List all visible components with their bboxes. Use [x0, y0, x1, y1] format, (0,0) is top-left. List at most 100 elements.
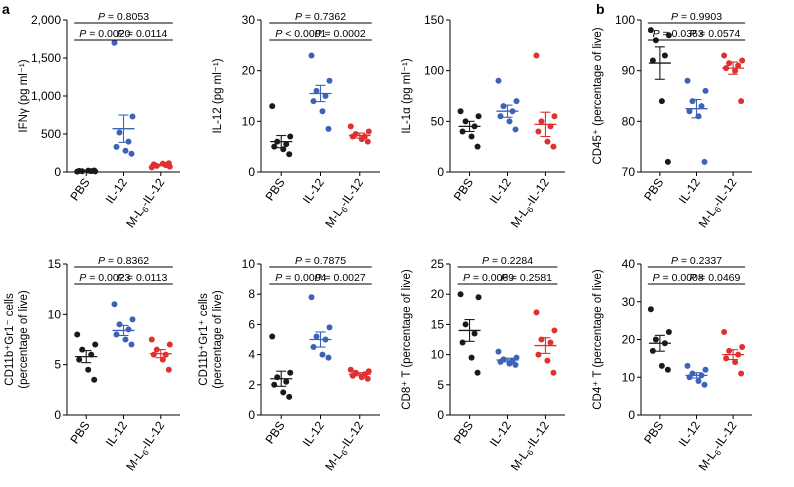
data-point [310, 98, 317, 105]
y-tick-label: 4 [248, 348, 255, 362]
y-tick-label: 1,500 [31, 51, 61, 65]
p-value-label: P = 0.0069 [463, 272, 514, 284]
y-axis-label: CD8⁺ T (percentage of live) [401, 269, 413, 410]
panel-label-a: a [2, 1, 10, 17]
data-point [739, 344, 746, 351]
x-tick-label: PBS [262, 176, 287, 204]
data-point [283, 378, 290, 385]
y-tick-label: 0 [437, 408, 444, 422]
data-point [533, 309, 540, 316]
chart-panel-5: 0 2 4 6 8 10 CD11b⁺Gr1⁺ cells (percentage of li… [198, 255, 380, 474]
data-point [287, 369, 294, 376]
data-point [283, 141, 290, 148]
data-point [506, 118, 513, 125]
data-point [326, 324, 333, 331]
data-point [726, 60, 733, 67]
data-point [365, 128, 372, 135]
x-tick-label: M-L6-IL-12 [322, 418, 368, 474]
data-point [658, 98, 665, 105]
y-tick-label: 20 [242, 64, 256, 78]
p-value-label: P = 0.2581 [501, 272, 552, 284]
data-point [322, 93, 329, 99]
data-point [684, 77, 691, 84]
data-point [310, 344, 317, 351]
data-point [165, 366, 172, 373]
p-value-label: P = 0.0027 [315, 272, 366, 284]
data-point [665, 328, 672, 335]
data-point [286, 151, 293, 158]
data-point [544, 357, 551, 364]
p-value-label: P = 0.0020 [79, 28, 130, 40]
data-point [111, 39, 118, 46]
y-tick-label: 2 [248, 378, 255, 392]
data-point [280, 389, 287, 396]
data-point [150, 351, 157, 358]
x-tick-label: PBS [451, 419, 476, 447]
x-tick-label: PBS [67, 176, 92, 204]
data-point [495, 348, 502, 355]
data-point [325, 125, 332, 132]
data-point [649, 57, 656, 64]
y-axis-label: CD11b⁺Gr1⁺ cells [198, 293, 210, 386]
y-axis-label: CD4⁺ T (percentage of live) [592, 269, 604, 410]
data-point [652, 336, 659, 343]
data-point [661, 52, 668, 59]
data-point [544, 138, 551, 145]
y-tick-label: 10 [622, 370, 636, 384]
data-point [665, 32, 672, 39]
data-point [128, 341, 135, 348]
data-point [166, 341, 173, 348]
y-tick-label: 5 [437, 378, 444, 392]
data-point [129, 113, 136, 120]
x-tick-label: M-L6-IL-12 [322, 175, 368, 231]
p-value-label: P = 0.0004 [275, 272, 326, 284]
p-value-label: P < 0.0001 [275, 28, 326, 40]
chart-panel-1: 0 10 20 30 IL-12 (pg ml⁻¹) PBS IL-12M-L6-IL-12… [212, 11, 380, 231]
y-tick-label: 0 [248, 165, 255, 179]
data-point [647, 306, 654, 313]
x-tick-label: IL-12 [103, 175, 130, 206]
data-point [647, 27, 654, 34]
y-tick-label: 100 [615, 13, 635, 27]
data-point [150, 161, 157, 168]
x-tick-label: IL-12 [676, 418, 703, 449]
data-point [116, 129, 123, 136]
p-value-label: P = 0.0008 [653, 272, 704, 284]
p-value-label: P = 0.0469 [689, 272, 740, 284]
data-point [271, 143, 278, 150]
data-point [721, 328, 728, 335]
data-point [475, 294, 482, 301]
y-axis-label: IL-12 (pg ml⁻¹) [212, 58, 224, 133]
data-point [125, 326, 132, 333]
data-point [533, 52, 540, 59]
y-tick-label: 20 [431, 287, 445, 301]
data-point [664, 366, 671, 373]
x-tick-label: PBS [641, 419, 666, 447]
data-point [308, 294, 315, 301]
y-tick-label: 0 [54, 165, 61, 179]
y-tick-label: 25 [431, 257, 445, 271]
data-point [364, 138, 371, 145]
x-tick-label: IL-12 [300, 175, 327, 206]
data-point [689, 98, 696, 105]
data-point [111, 301, 118, 308]
p-value-label: P = 0.2337 [671, 255, 722, 267]
data-point [125, 138, 132, 145]
y-tick-label: 5 [54, 358, 61, 372]
data-point [319, 108, 326, 115]
p-value-label: P = 0.0363 [653, 28, 704, 40]
data-point [116, 321, 123, 328]
data-point [468, 354, 475, 361]
data-point [271, 381, 278, 388]
y-tick-label: 2,000 [31, 13, 61, 27]
data-point [79, 346, 86, 353]
p-value-label: P = 0.7362 [295, 11, 346, 23]
y-tick-label: 15 [431, 317, 445, 331]
p-value-label: P = 0.8362 [98, 255, 149, 267]
chart-panel-6: 0 5 10 15 20 25 CD8⁺ T (percentage of live) PBS… [401, 255, 565, 473]
y-tick-label: 0 [628, 408, 635, 422]
data-point [649, 347, 656, 354]
data-point [286, 393, 293, 400]
y-tick-label: 15 [48, 257, 62, 271]
